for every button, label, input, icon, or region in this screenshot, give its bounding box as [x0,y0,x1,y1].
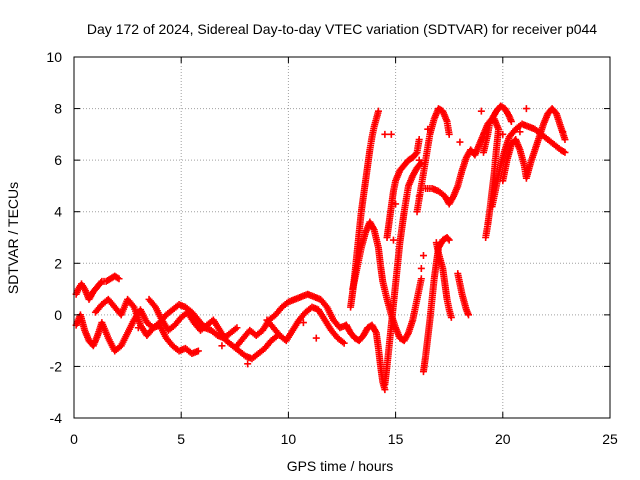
data-point [299,319,307,327]
data-point [374,107,382,115]
data-point [387,130,395,138]
series-s16 [454,270,472,319]
data-point [560,148,568,156]
data-point [522,105,530,113]
data-point [456,138,464,146]
data-point [233,324,241,332]
data-point [415,192,423,200]
series-s15 [422,102,515,208]
data-point [561,136,569,144]
data-point [244,360,252,368]
data-point [445,130,453,138]
data-point [194,347,202,355]
y-tick-label: 4 [54,204,62,220]
data-point [412,150,420,158]
plot-frame [73,56,611,419]
series-s13 [419,234,453,376]
x-tick-label: 20 [495,431,511,447]
data-point [312,334,320,342]
data-point [114,274,122,282]
x-tick-label: 0 [70,431,78,447]
y-tick-label: -4 [50,410,63,426]
series-s14 [432,239,455,321]
series-s10 [342,321,389,394]
tick-layer: 0 5 10 15 20 25 -4 -2 0 2 4 6 8 10 [46,49,618,447]
x-tick-label: 25 [602,431,618,447]
series-s4 [145,295,282,363]
y-tick-label: -2 [50,358,63,374]
y-tick-label: 6 [54,152,62,168]
data-point [389,236,397,244]
data-point [419,252,427,260]
data-point [445,236,453,244]
x-tick-label: 10 [281,431,297,447]
data-point [115,275,123,283]
y-tick-label: 0 [54,307,62,323]
y-tick-label: 8 [54,101,62,117]
data-points-layer [72,102,569,394]
data-point [559,128,567,136]
data-point [499,130,507,138]
data-point [218,342,226,350]
data-point [415,136,423,144]
x-tick-label: 15 [388,431,404,447]
data-point [424,125,432,133]
data-point [415,156,423,164]
series-s2 [72,272,123,303]
data-point [507,117,515,125]
series-s9 [383,136,423,241]
data-point [381,130,389,138]
data-point [482,234,490,241]
data-point [464,311,472,319]
series-s20 [134,105,567,368]
y-axis-label: SDTVAR / TECUs [5,182,21,294]
series-s19 [499,105,569,185]
series-s6 [263,303,348,347]
data-point [561,148,569,156]
data-point [444,235,452,243]
x-axis-label: GPS time / hours [287,458,394,474]
chart-title: Day 172 of 2024, Sidereal Day-to-day VTE… [87,21,597,37]
data-point [477,107,485,115]
x-tick-label: 5 [177,431,185,447]
data-point [392,200,400,208]
series-s3 [91,295,241,342]
data-point [97,279,105,287]
data-point [417,264,425,272]
data-point [516,128,524,136]
y-tick-label: 2 [54,255,62,271]
data-point [340,339,348,347]
grid-layer [74,57,610,418]
series-s8 [349,218,425,345]
data-point [447,313,455,321]
data-point [417,275,425,283]
y-tick-label: 10 [46,49,62,65]
data-point [134,324,142,332]
